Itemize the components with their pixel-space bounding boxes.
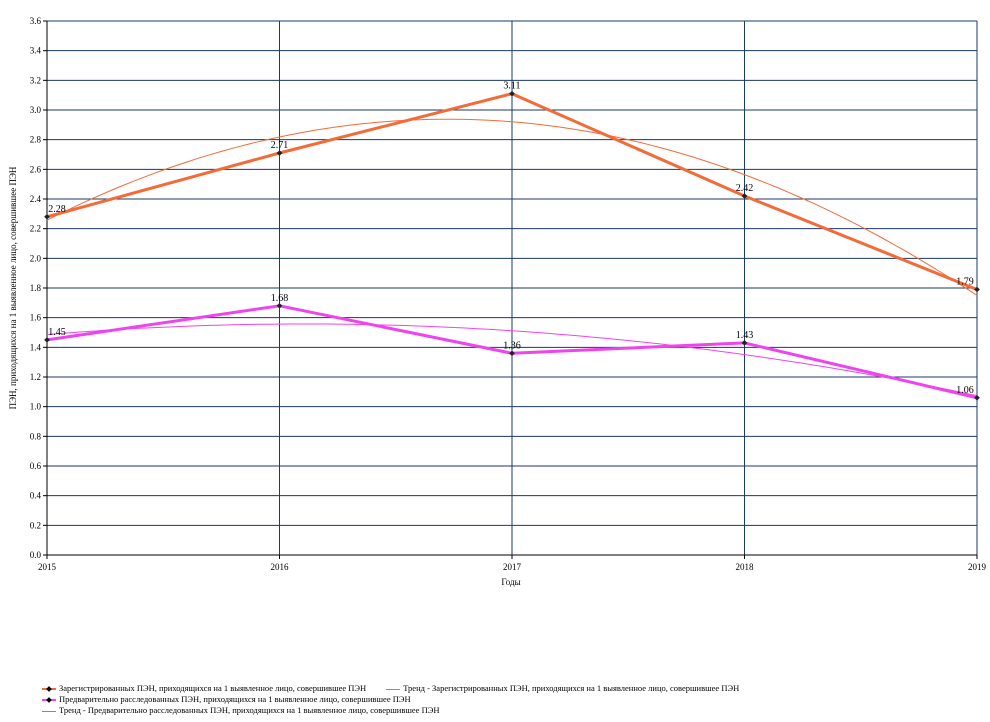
series-markers	[44, 90, 980, 401]
legend-label-registered-trend: Тренд - Зарегистрированных ПЭН, приходящ…	[403, 683, 740, 693]
data-point	[509, 350, 515, 357]
x-tick-label: 2017	[503, 562, 522, 572]
y-tick-label: 0.8	[30, 431, 42, 441]
legend-row-3: Тренд - Предварительно расследованных ПЭ…	[42, 705, 972, 716]
data-label: 1.68	[271, 293, 289, 304]
legend-item-registered-trend: Тренд - Зарегистрированных ПЭН, приходящ…	[386, 683, 739, 694]
legend-row-1: Зарегистрированных ПЭН, приходящихся на …	[42, 683, 972, 694]
x-tick-label: 2016	[271, 562, 290, 572]
x-axis-ticks: 2015 2016 2017 2018 2019	[38, 555, 987, 572]
data-point	[509, 90, 515, 97]
data-label: 1.45	[48, 327, 66, 338]
y-tick-label: 0.0	[30, 550, 42, 560]
x-tick-label: 2015	[38, 562, 57, 572]
data-labels: 2.28 2.71 3.11 2.42 1.79 1.45 1.68 1.36 1.43 1.06	[48, 81, 974, 396]
y-tick-label: 3.6	[30, 16, 42, 26]
x-tick-label: 2018	[736, 562, 755, 572]
y-tick-label: 0.2	[30, 520, 41, 530]
data-point	[741, 340, 748, 346]
data-point	[44, 337, 50, 343]
legend-swatch-investigated	[42, 695, 56, 705]
legend-label-investigated-trend: Тренд - Предварительно расследованных ПЭ…	[59, 705, 440, 715]
y-tick-label: 3.0	[30, 105, 42, 115]
legend-item-registered: Зарегистрированных ПЭН, приходящихся на …	[42, 683, 366, 694]
chart-grid	[46, 20, 978, 556]
legend-item-investigated: Предварительно расследованных ПЭН, прихо…	[42, 694, 411, 705]
data-label: 1.43	[736, 330, 754, 341]
y-tick-label: 1.0	[30, 402, 42, 412]
y-axis-ticks: 0.0 0.2 0.4 0.6 0.8 1.0 1.2 1.4 1.6 1.8 2.0 2.2 2.4 2…	[30, 16, 47, 560]
line-chart: 0.00.20.40.60.81.01.21.41.61.82.02.22.42…	[8, 16, 987, 587]
legend-row-2: Предварительно расследованных ПЭН, прихо…	[42, 694, 972, 705]
trend-line-1	[46, 118, 978, 296]
trend-line-3	[46, 323, 978, 397]
y-tick-label: 2.2	[30, 224, 41, 234]
chart-legend: Зарегистрированных ПЭН, приходящихся на …	[42, 683, 972, 716]
y-tick-label: 1.6	[30, 313, 42, 323]
y-tick-label: 2.6	[30, 164, 42, 174]
data-label: 2.28	[48, 204, 66, 215]
legend-swatch-registered	[42, 684, 56, 694]
y-tick-label: 1.8	[30, 283, 42, 293]
data-label: 3.11	[503, 81, 520, 92]
y-tick-label: 0.4	[30, 491, 42, 501]
trend-lines	[46, 118, 978, 397]
y-axis-label: ПЭН, приходящихся на 1 выявленное лицо, …	[8, 166, 18, 409]
legend-swatch-registered-trend	[386, 684, 401, 694]
data-label: 1.79	[956, 276, 974, 287]
y-tick-label: 2.4	[30, 194, 42, 204]
data-point	[974, 286, 980, 293]
data-point	[741, 193, 748, 199]
data-label: 2.71	[271, 140, 289, 151]
data-label: 2.42	[736, 183, 754, 194]
y-tick-label: 0.6	[30, 461, 42, 471]
y-tick-label: 1.4	[30, 342, 42, 352]
y-tick-label: 2.8	[30, 135, 42, 145]
x-tick-label: 2019	[968, 562, 987, 572]
legend-label-registered: Зарегистрированных ПЭН, приходящихся на …	[59, 683, 367, 693]
x-axis-label: Годы	[501, 577, 520, 587]
legend-swatch-investigated-trend	[42, 706, 56, 716]
y-tick-label: 3.4	[30, 46, 42, 56]
y-tick-label: 2.0	[30, 253, 42, 263]
legend-item-investigated-trend: Тренд - Предварительно расследованных ПЭ…	[42, 705, 439, 716]
y-tick-label: 3.2	[30, 75, 41, 85]
y-tick-label: 1.2	[30, 372, 41, 382]
data-label: 1.36	[503, 340, 521, 351]
legend-label-investigated: Предварительно расследованных ПЭН, прихо…	[59, 694, 411, 704]
data-label: 1.06	[956, 385, 974, 396]
data-point	[974, 394, 980, 401]
data-point	[276, 302, 283, 309]
data-point	[276, 150, 283, 156]
